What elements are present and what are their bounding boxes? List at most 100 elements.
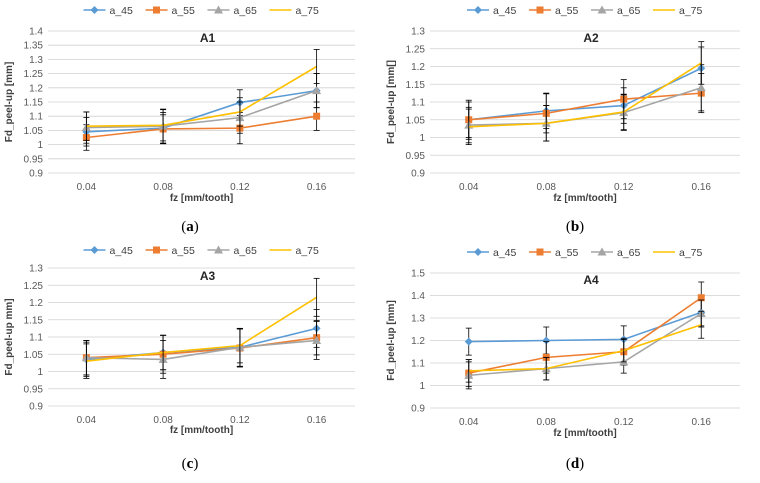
y-tick-label: 1.2 — [29, 83, 43, 94]
series-a_75 — [83, 49, 320, 142]
y-tick-label: 1.15 — [406, 80, 426, 91]
series-line-a_65 — [86, 339, 317, 361]
series-line-a_75 — [86, 65, 318, 127]
legend-label-a_55: a_55 — [172, 245, 196, 257]
y-tick-label: 1.4 — [411, 291, 425, 302]
series-line-a_55 — [468, 92, 702, 121]
legend-marker-a_55 — [153, 6, 160, 14]
error-bar — [160, 334, 167, 371]
series-a_65 — [464, 64, 706, 144]
error-bar — [543, 356, 550, 381]
series-a_65 — [464, 299, 706, 390]
legend-marker-a_45 — [474, 248, 482, 256]
legend-item-a_55: a_55 — [529, 5, 579, 17]
legend-marker-a_55 — [536, 6, 544, 14]
y-tick-label: 0.95 — [24, 384, 44, 395]
x-axis-label: fz [mm/tooth] — [170, 193, 233, 204]
y-tick-label: 1 — [419, 133, 425, 144]
x-tick-label: 0.08 — [537, 182, 557, 193]
data-point-a_45 — [464, 337, 473, 346]
series-line-a_45 — [468, 67, 702, 121]
chart-A3: a_45 a_55 a_65 a_75 0.9 0.95 1 1.05 1.1 1.15 1.2 1.… — [4, 245, 355, 436]
series-line-a_75 — [86, 296, 318, 362]
legend-item-a_65: a_65 — [207, 245, 257, 257]
y-axis-label: Fd_peel-up mm] — [4, 298, 15, 375]
error-bar — [83, 343, 90, 379]
legend-label-a_55: a_55 — [555, 5, 579, 17]
legend-label-a_55: a_55 — [555, 247, 579, 259]
y-tick-label: 1.2 — [29, 298, 43, 309]
legend-marker-a_45 — [90, 246, 99, 254]
series-line-a_65 — [86, 89, 317, 129]
legend-item-a_75: a_75 — [269, 245, 319, 257]
y-tick-label: 1.05 — [24, 350, 44, 361]
legend-item-a_45: a_45 — [83, 245, 133, 257]
legend-label-a_55: a_55 — [172, 5, 196, 17]
caption-d: (d) — [565, 456, 585, 472]
y-tick-label: 1 — [37, 367, 43, 378]
y-tick-label: 1.3 — [29, 264, 43, 275]
x-tick-label: 0.12 — [230, 415, 250, 426]
series-line-a_45 — [468, 311, 702, 343]
x-tick-label: 0.16 — [307, 415, 327, 426]
chart-title: A2 — [583, 31, 599, 45]
x-tick-label: 0.08 — [537, 417, 557, 428]
x-tick-label: 0.08 — [153, 415, 173, 426]
error-bar — [236, 327, 243, 364]
error-bar — [160, 109, 167, 142]
legend-label-a_45: a_45 — [493, 247, 517, 259]
chart-title: A3 — [200, 269, 216, 283]
chart-A4: a_45 a_55 a_65 a_75 0.9 1 1.1 1.2 1.3 1.4 1.5 0.04 0… — [386, 247, 740, 439]
y-tick-label: 1 — [419, 381, 425, 392]
legend-label-a_75: a_75 — [679, 5, 703, 17]
legend-label-a_45: a_45 — [110, 5, 134, 17]
chart-title: A1 — [200, 31, 216, 45]
y-tick-label: 0.9 — [411, 404, 425, 415]
data-point-a_45 — [542, 336, 551, 345]
x-axis-label: fz [mm/tooth] — [553, 193, 616, 204]
y-tick-label: 1.05 — [406, 115, 426, 126]
x-tick-label: 0.12 — [614, 417, 634, 428]
y-tick-label: 1.3 — [29, 55, 43, 66]
error-bar — [465, 359, 472, 383]
y-tick-label: 1.25 — [406, 44, 426, 55]
y-tick-label: 1.05 — [24, 126, 44, 137]
legend-label-a_65: a_65 — [234, 5, 258, 17]
legend-marker-a_65 — [597, 247, 607, 256]
chart-A1: a_45 a_55 a_65 a_75 0.9 0.95 1 1.05 1.1 1.15 1.2 1.… — [4, 5, 355, 204]
y-tick-label: 1.2 — [411, 62, 425, 73]
y-axis-label: Fd_peel-up [mm] — [386, 300, 397, 381]
y-tick-label: 1.35 — [24, 41, 44, 52]
x-tick-label: 0.04 — [459, 182, 479, 193]
x-tick-label: 0.12 — [230, 182, 250, 193]
y-tick-label: 1.2 — [411, 336, 425, 347]
error-bar — [313, 277, 320, 317]
legend-item-a_75: a_75 — [269, 5, 319, 17]
data-point-a_65 — [312, 86, 322, 95]
y-tick-label: 1.15 — [24, 315, 44, 326]
legend-item-a_45: a_45 — [467, 247, 517, 259]
error-bar — [620, 338, 627, 363]
x-tick-label: 0.08 — [153, 182, 173, 193]
legend-item-a_65: a_65 — [207, 5, 258, 17]
error-bar — [698, 310, 705, 339]
y-tick-label: 0.95 — [406, 151, 426, 162]
series-line-a_55 — [86, 115, 317, 139]
y-tick-label: 1.25 — [24, 69, 44, 80]
x-tick-label: 0.16 — [307, 182, 327, 193]
x-axis-label: fz [mm/tooth] — [553, 428, 616, 439]
legend-item-a_65: a_65 — [591, 5, 641, 17]
legend-item-a_55: a_55 — [529, 247, 579, 259]
series-a_75 — [465, 310, 705, 383]
legend-item-a_55: a_55 — [145, 245, 196, 257]
y-tick-label: 0.95 — [24, 154, 44, 165]
legend-label-a_65: a_65 — [617, 5, 641, 17]
y-tick-label: 1.25 — [24, 281, 44, 292]
legend-item-a_45: a_45 — [83, 5, 134, 17]
x-axis-label: fz [mm/tooth] — [170, 425, 233, 436]
caption-a: (a) — [181, 219, 199, 235]
data-point-a_65 — [696, 83, 706, 92]
x-tick-label: 0.12 — [614, 182, 634, 193]
series-line-a_75 — [468, 323, 702, 372]
legend-item-a_75: a_75 — [653, 247, 703, 259]
